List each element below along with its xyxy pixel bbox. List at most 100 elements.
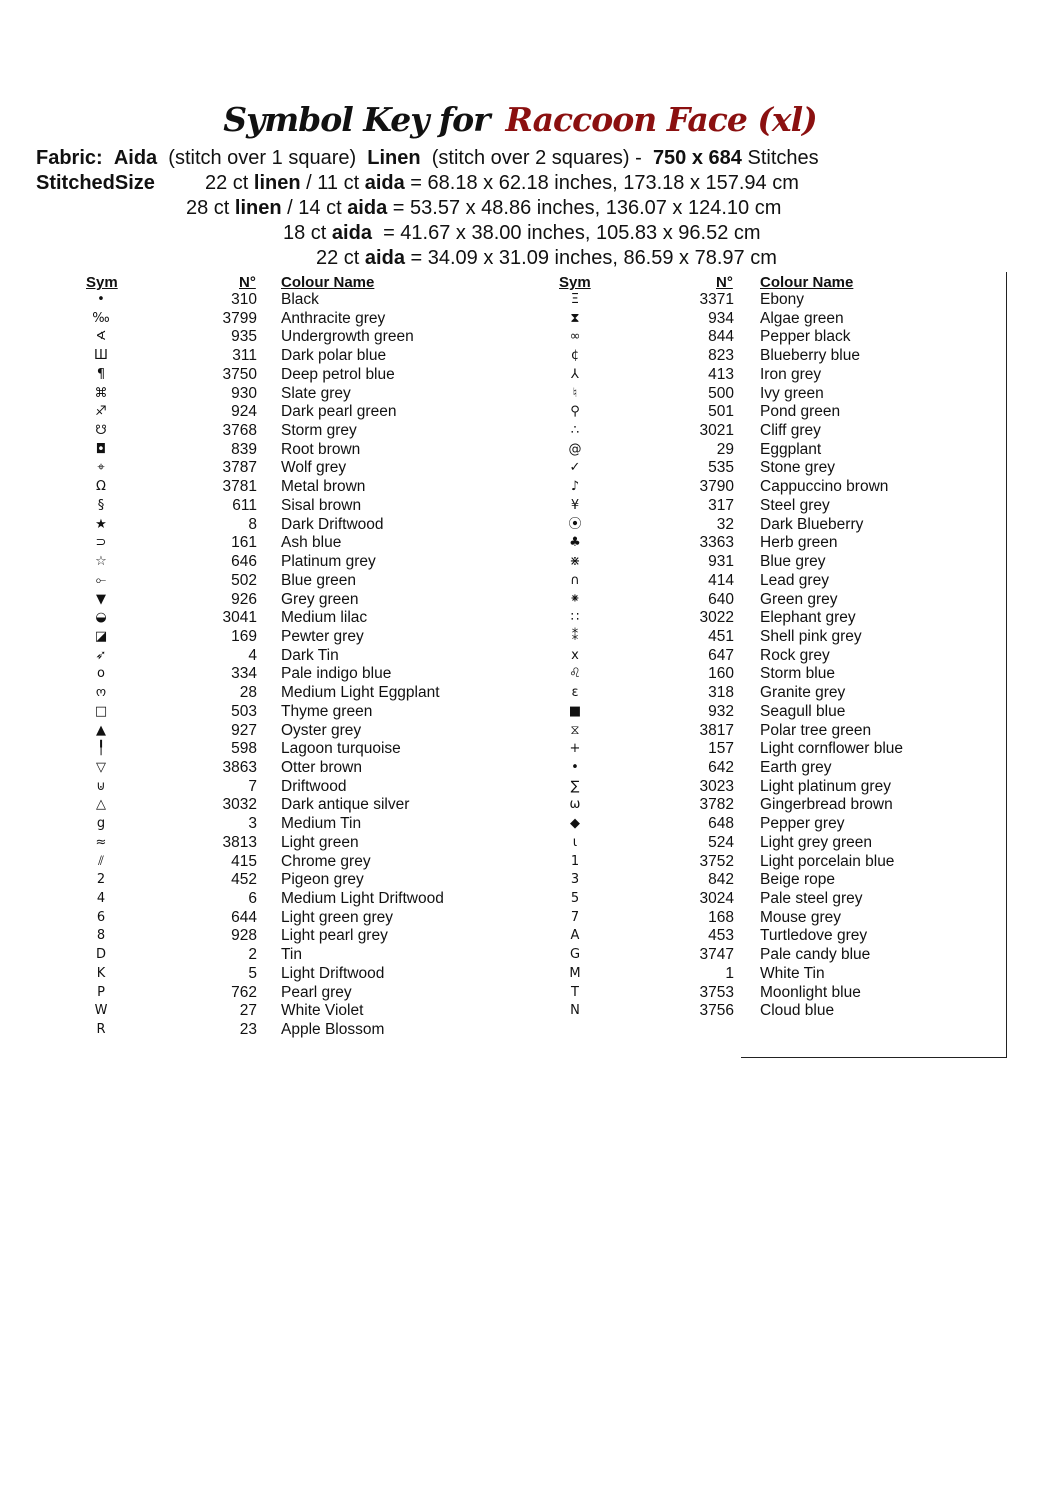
- symbol: ⅄: [571, 366, 579, 382]
- header-num-left: N°: [239, 274, 256, 291]
- symbol: ∢: [95, 329, 107, 345]
- header-num-right: N°: [716, 274, 733, 291]
- colour-name: Apple Blossom: [281, 1021, 385, 1039]
- colour-name: Pale indigo blue: [281, 665, 392, 683]
- dmc-number: 317: [708, 496, 734, 514]
- colour-name: Cliff grey: [760, 422, 821, 440]
- symbol: A: [570, 928, 580, 944]
- colour-name: Light cornflower blue: [760, 740, 904, 758]
- colour-name: Turtledove grey: [760, 927, 868, 945]
- symbol: ω: [569, 797, 581, 813]
- symbol: ★: [95, 516, 107, 532]
- header-sym-right: Sym: [559, 274, 591, 291]
- dmc-number: 934: [708, 309, 734, 327]
- symbol: 5: [570, 891, 580, 907]
- colour-name: Thyme green: [281, 702, 373, 720]
- colour-name: Dark Blueberry: [760, 515, 864, 533]
- colour-name: Seagull blue: [760, 702, 846, 720]
- colour-name: Light grey green: [760, 833, 873, 851]
- symbol: G: [569, 947, 581, 963]
- symbol: D: [95, 947, 106, 963]
- size-part: / 14 ct: [281, 197, 348, 219]
- colour-name: Wolf grey: [281, 459, 347, 477]
- colour-name: Light pearl grey: [281, 927, 388, 945]
- symbol: R: [96, 1022, 106, 1038]
- colour-name: Medium Light Driftwood: [281, 890, 444, 908]
- dmc-number: 648: [708, 815, 734, 833]
- symbol: ◆: [570, 816, 580, 832]
- border-right: [1006, 272, 1007, 1058]
- colour-name: Dark Tin: [281, 646, 339, 664]
- size-part: = 68.18 x 62.18 inches, 173.18 x 157.94 …: [404, 172, 799, 194]
- fabric-label: Fabric:: [36, 147, 103, 169]
- colour-name: Black: [281, 291, 319, 308]
- symbol: +: [569, 741, 581, 757]
- symbol: ➶: [95, 647, 107, 663]
- dmc-number: 644: [231, 908, 257, 926]
- symbol: △: [96, 797, 106, 813]
- colour-name: Pale steel grey: [760, 890, 863, 908]
- dmc-number: 524: [708, 833, 734, 851]
- colour-name: Shell pink grey: [760, 627, 862, 645]
- dmc-number: 3781: [222, 478, 257, 496]
- dmc-number: 932: [708, 702, 734, 720]
- dmc-number: 6: [248, 890, 257, 908]
- dmc-number: 3024: [699, 890, 734, 908]
- size-part: 18 ct: [283, 222, 332, 244]
- colour-name: Dark polar blue: [281, 347, 387, 365]
- dmc-number: 1: [725, 964, 734, 982]
- dmc-number: 930: [231, 384, 257, 402]
- symbol: N: [570, 1003, 580, 1019]
- symbol: ¢: [570, 348, 580, 364]
- symbol: ♌: [569, 666, 581, 682]
- symbol: ɩ: [572, 834, 578, 850]
- stitched-size-label: StitchedSize: [36, 172, 155, 194]
- dmc-number: 318: [708, 684, 734, 702]
- colour-name: Dark Driftwood: [281, 515, 384, 533]
- colour-name: Storm grey: [281, 422, 357, 440]
- dmc-number: 3041: [222, 609, 257, 627]
- fabric-line: Fabric: Aida (stitch over 1 square) Line…: [36, 147, 819, 170]
- symbol: ♮: [572, 385, 578, 401]
- colour-name: Medium Light Eggplant: [281, 684, 440, 702]
- colour-name: Driftwood: [281, 777, 347, 795]
- symbol: ⦿: [568, 516, 582, 532]
- dmc-number: 500: [708, 384, 734, 402]
- symbol: ≈: [95, 834, 107, 850]
- dmc-number: 3756: [699, 1002, 734, 1020]
- linen-note: (stitch over 2 squares) -: [431, 147, 642, 169]
- symbol: ☆: [95, 554, 107, 570]
- dmc-number: 157: [708, 740, 734, 758]
- colour-name: Root brown: [281, 440, 361, 458]
- symbol: W: [94, 1003, 108, 1019]
- colour-name: Light platinum grey: [760, 777, 891, 795]
- header-sym-left: Sym: [86, 274, 118, 291]
- dmc-number: 5: [248, 964, 257, 982]
- dmc-number: 844: [708, 328, 734, 346]
- colour-name: Platinum grey: [281, 553, 376, 571]
- dmc-number: 3790: [699, 478, 734, 496]
- colour-name: Medium Tin: [281, 815, 362, 833]
- dmc-number: 3799: [222, 309, 257, 327]
- symbol: ▽: [96, 760, 106, 775]
- symbol: M: [569, 965, 581, 981]
- symbol: ⊃: [95, 535, 107, 551]
- symbol: 2: [96, 872, 106, 888]
- symbol: ¶: [96, 366, 106, 382]
- symbol: ‰: [92, 310, 110, 326]
- dmc-number: 453: [708, 927, 734, 945]
- symbol: ⁕: [569, 591, 581, 607]
- dmc-number: 762: [231, 983, 257, 1001]
- dmc-number: 168: [708, 908, 734, 926]
- dmc-number: 3: [248, 815, 257, 833]
- colour-name: Herb green: [760, 534, 838, 552]
- fabric-aida: Aida: [113, 147, 158, 169]
- dmc-number: 646: [231, 553, 257, 571]
- colour-name: Dark antique silver: [281, 796, 410, 814]
- colour-name: Cloud blue: [760, 1002, 835, 1020]
- colour-name: Tin: [281, 946, 302, 964]
- dmc-number: 451: [708, 627, 734, 645]
- colour-name: Blue grey: [760, 553, 826, 571]
- symbol: g: [96, 816, 106, 832]
- border-bottom: [741, 1057, 1007, 1058]
